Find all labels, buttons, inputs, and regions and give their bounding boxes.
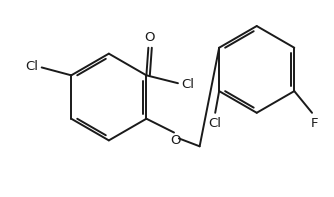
Text: Cl: Cl [26, 60, 39, 73]
Text: F: F [310, 117, 318, 130]
Text: O: O [145, 31, 155, 44]
Text: Cl: Cl [209, 117, 222, 130]
Text: O: O [171, 135, 181, 148]
Text: Cl: Cl [181, 78, 194, 91]
